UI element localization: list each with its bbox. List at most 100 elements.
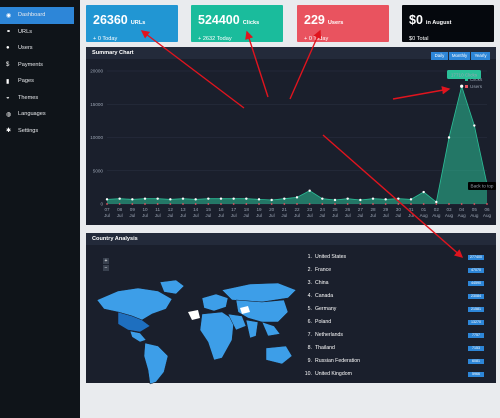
map-europe <box>201 293 229 312</box>
clicks-point <box>169 198 172 201</box>
y-tick-label: 5000 <box>93 168 104 173</box>
clicks-point <box>181 197 185 200</box>
stat-subtext: $0 Total <box>409 36 429 42</box>
x-tick-label: 13 <box>180 207 186 212</box>
x-tick-label: Jul <box>231 213 237 218</box>
country-value-badge: 21581 <box>468 307 484 312</box>
users-point <box>106 203 108 205</box>
stat-label: Clicks <box>242 20 260 26</box>
users-point <box>460 203 463 205</box>
x-tick-label: 02 <box>434 207 440 212</box>
clicks-point <box>245 197 248 200</box>
users-point <box>321 203 324 205</box>
country-rank: 7. <box>307 332 312 338</box>
tab-yearly[interactable]: Yearly <box>471 52 490 60</box>
x-tick-label: 18 <box>244 207 250 212</box>
y-tick-label: 20000 <box>90 69 103 74</box>
x-tick-label: Jul <box>180 213 186 218</box>
map-zoom-out-button[interactable]: − <box>103 265 109 271</box>
x-tick-label: Jul <box>370 213 376 218</box>
country-row: 5. Germany <box>300 306 337 312</box>
clicks-area <box>107 86 487 204</box>
sidebar-item-urls[interactable]: ⚭ URLs <box>0 24 80 41</box>
clicks-point <box>371 197 375 200</box>
clicks-point <box>105 198 109 201</box>
user-icon: ● <box>6 45 10 52</box>
country-row: 10. United Kingdom <box>300 371 352 377</box>
x-tick-label: 17 <box>231 207 237 212</box>
sidebar-item-label: Dashboard <box>18 12 46 19</box>
country-rank: 6. <box>307 319 312 325</box>
x-tick-label: 11 <box>155 207 160 212</box>
x-tick-label: Jul <box>142 213 148 218</box>
users-point <box>308 203 311 205</box>
users-point <box>118 203 121 205</box>
sidebar-item-themes[interactable]: ◒ Themes <box>0 90 80 107</box>
sidebar-item-payments[interactable]: $ Payments <box>0 57 80 74</box>
clicks-point <box>346 197 349 200</box>
chart-tooltip-text: 17710 Clicks <box>451 73 478 78</box>
country-value-badge: 6081 <box>468 359 484 364</box>
country-value-badge: 277400 <box>468 255 484 260</box>
x-tick-label: Aug <box>458 213 467 218</box>
users-point <box>207 203 210 205</box>
users-point <box>270 203 273 205</box>
sidebar-item-label: Pages <box>18 78 34 85</box>
country-name: Poland <box>315 319 332 325</box>
clicks-point <box>194 198 197 201</box>
sidebar-item-dashboard[interactable]: ◉ Dashboard <box>0 7 74 24</box>
country-rank: 3. <box>307 280 312 286</box>
users-point <box>410 203 412 205</box>
x-tick-label: 04 <box>459 207 465 212</box>
x-tick-label: 25 <box>332 207 338 212</box>
gear-icon: ✱ <box>6 128 12 135</box>
x-tick-label: 30 <box>396 207 402 212</box>
sidebar-item-languages[interactable]: ◍ Languages <box>0 106 80 123</box>
stat-label: in August <box>425 20 452 26</box>
clicks-point <box>447 136 451 139</box>
x-tick-label: 03 <box>446 207 452 212</box>
x-tick-label: Jul <box>332 213 338 218</box>
clicks-point <box>143 197 147 200</box>
x-tick-label: Jul <box>193 213 199 218</box>
sidebar-item-settings[interactable]: ✱ Settings <box>0 123 80 140</box>
users-point <box>448 203 450 205</box>
country-name: Canada <box>315 293 334 299</box>
tab-monthly[interactable]: Monthly <box>449 52 470 60</box>
sidebar-item-pages[interactable]: ▮ Pages <box>0 73 80 90</box>
back-to-top-button[interactable] <box>468 182 496 190</box>
stat-card-revenue: $0 in August $0 Total <box>402 5 494 42</box>
map-zoom-in-button[interactable]: + <box>103 258 109 264</box>
country-name: United States <box>315 254 347 260</box>
country-name: France <box>315 267 332 273</box>
x-tick-label: 01 <box>421 207 427 212</box>
tab-daily[interactable]: Daily <box>431 52 448 60</box>
x-tick-label: Jul <box>129 213 135 218</box>
country-rank: 4. <box>307 293 312 299</box>
clicks-point <box>131 198 134 201</box>
country-rank: 9. <box>307 358 312 364</box>
sidebar-item-label: Settings <box>18 127 39 134</box>
stat-value: 26360 <box>93 13 128 27</box>
users-point <box>422 203 425 205</box>
map-greenland <box>159 279 185 295</box>
legend-users-label: Users <box>470 84 483 89</box>
arrow-us-value <box>322 134 464 258</box>
x-tick-label: Jul <box>294 213 300 218</box>
sidebar-item-users[interactable]: ● Users <box>0 40 80 57</box>
dashboard-icon: ◉ <box>6 12 12 19</box>
country-value-badge: 23084 <box>468 294 484 299</box>
x-tick-label: Jul <box>167 213 173 218</box>
country-rank: 8. <box>307 345 312 351</box>
summary-chart-panel: Summary Chart <box>86 47 496 225</box>
globe-icon: ◍ <box>6 111 12 118</box>
y-tick-label: 0 <box>100 202 103 207</box>
stat-subtext: + 2632 Today <box>198 36 232 42</box>
x-tick-label: Jul <box>383 213 389 218</box>
x-tick-label: Jul <box>243 213 249 218</box>
x-tick-label: Jul <box>104 213 110 218</box>
users-point <box>232 203 235 205</box>
sidebar-item-label: Payments <box>18 61 43 68</box>
